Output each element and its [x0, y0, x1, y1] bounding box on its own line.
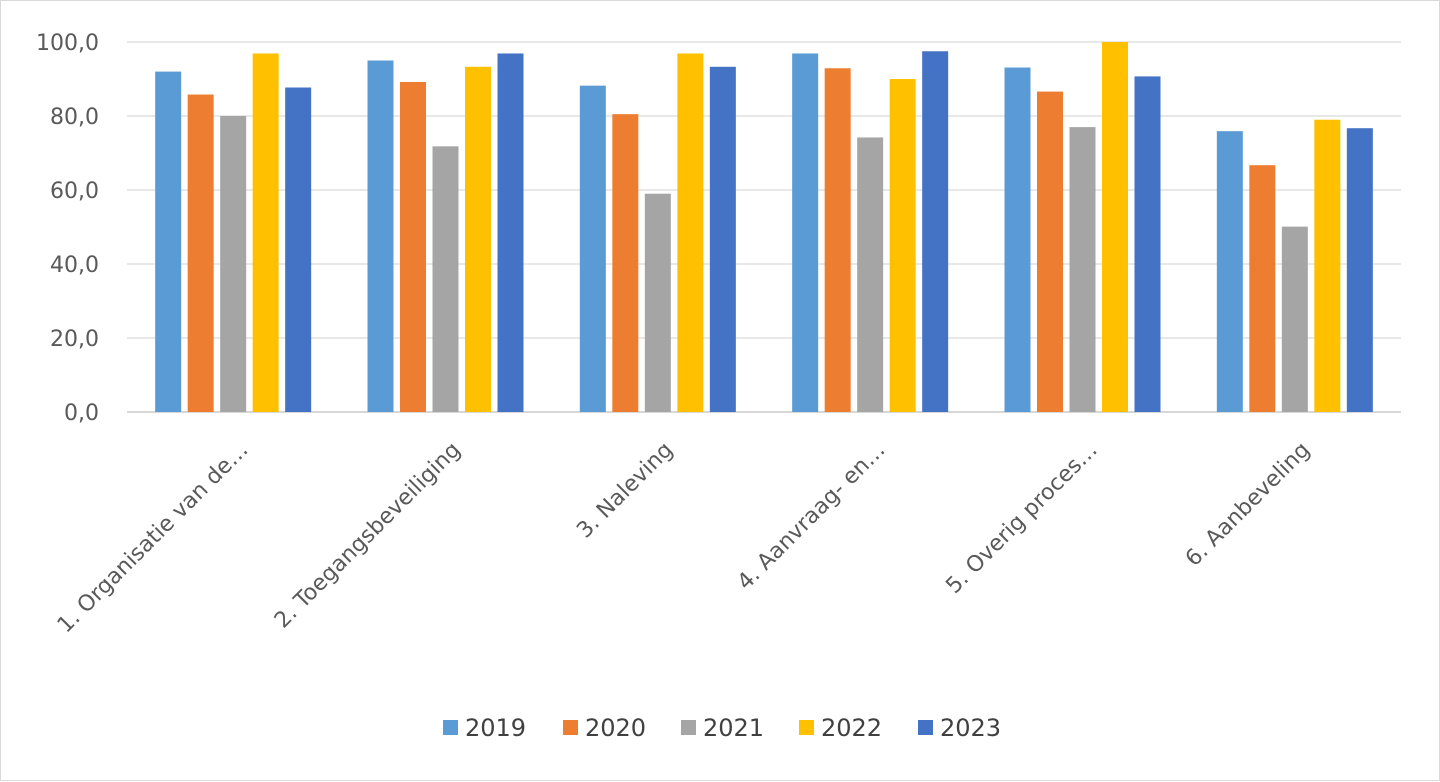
x-category-label: 4. Aanvraag- en… — [733, 438, 891, 596]
bar-2020-cat-3 — [612, 114, 639, 413]
bar-2021-cat-6 — [1281, 226, 1308, 412]
bar-2019-cat-2 — [367, 60, 394, 412]
bar-2022-cat-3 — [677, 53, 704, 412]
x-category-label: 3. Naleving — [572, 438, 678, 544]
bar-2019-cat-5 — [1004, 67, 1031, 412]
bar-2023-cat-4 — [922, 51, 949, 412]
y-tick-label: 100,0 — [36, 31, 99, 56]
bar-2023-cat-2 — [497, 53, 524, 412]
bar-2023-cat-5 — [1134, 76, 1161, 412]
y-tick-label: 80,0 — [50, 105, 99, 130]
bar-2019-cat-1 — [155, 71, 182, 412]
bar-2022-cat-4 — [889, 79, 916, 412]
legend-label: 2021 — [703, 714, 764, 742]
bar-2020-cat-6 — [1249, 165, 1276, 412]
legend-label: 2023 — [940, 714, 1001, 742]
bar-2021-cat-2 — [432, 146, 459, 412]
bar-2022-cat-6 — [1314, 119, 1341, 412]
legend-swatch — [918, 720, 933, 735]
bar-2019-cat-4 — [792, 53, 819, 412]
bar-2023-cat-1 — [285, 87, 312, 412]
x-category-label: 2. Toegangsbeveiliging — [270, 438, 466, 634]
legend-swatch — [681, 720, 696, 735]
bar-2023-cat-6 — [1346, 128, 1373, 412]
bar-2019-cat-3 — [579, 85, 606, 412]
legend-swatch — [443, 720, 458, 735]
legend-label: 2020 — [585, 714, 646, 742]
bar-2022-cat-5 — [1102, 42, 1128, 412]
y-tick-label: 40,0 — [50, 253, 99, 278]
bar-2020-cat-1 — [187, 94, 214, 412]
legend-label: 2019 — [465, 714, 526, 742]
y-axis: 0,0 20,0 40,0 60,0 80,0 100,0 — [36, 31, 99, 426]
legend-label: 2022 — [821, 714, 882, 742]
y-tick-label: 60,0 — [50, 179, 99, 204]
bar-2019-cat-6 — [1216, 131, 1243, 413]
bars — [155, 42, 1373, 413]
y-tick-label: 0,0 — [64, 401, 99, 426]
bar-2021-cat-3 — [644, 193, 671, 412]
x-axis: 1. Organisatie van de… 2. Toegangsbeveili… — [53, 438, 1315, 639]
legend-swatch — [563, 720, 578, 735]
y-tick-label: 20,0 — [50, 327, 99, 352]
x-category-label: 5. Overig proces… — [941, 438, 1102, 599]
x-category-label: 6. Aanbeveling — [1181, 438, 1315, 572]
bar-2020-cat-2 — [400, 81, 426, 413]
bar-2021-cat-4 — [857, 137, 884, 412]
bar-2022-cat-2 — [465, 66, 491, 412]
bar-2022-cat-1 — [252, 53, 279, 412]
bar-2020-cat-5 — [1037, 91, 1063, 412]
x-category-label: 1. Organisatie van de… — [53, 438, 254, 639]
bar-2021-cat-1 — [220, 116, 247, 412]
bar-2023-cat-3 — [709, 66, 736, 412]
gridlines — [127, 41, 1401, 413]
bar-2021-cat-5 — [1069, 127, 1096, 412]
bar-2020-cat-4 — [824, 68, 851, 413]
legend: 2019 2020 2021 2022 2023 — [443, 714, 1001, 742]
legend-swatch — [799, 720, 814, 735]
